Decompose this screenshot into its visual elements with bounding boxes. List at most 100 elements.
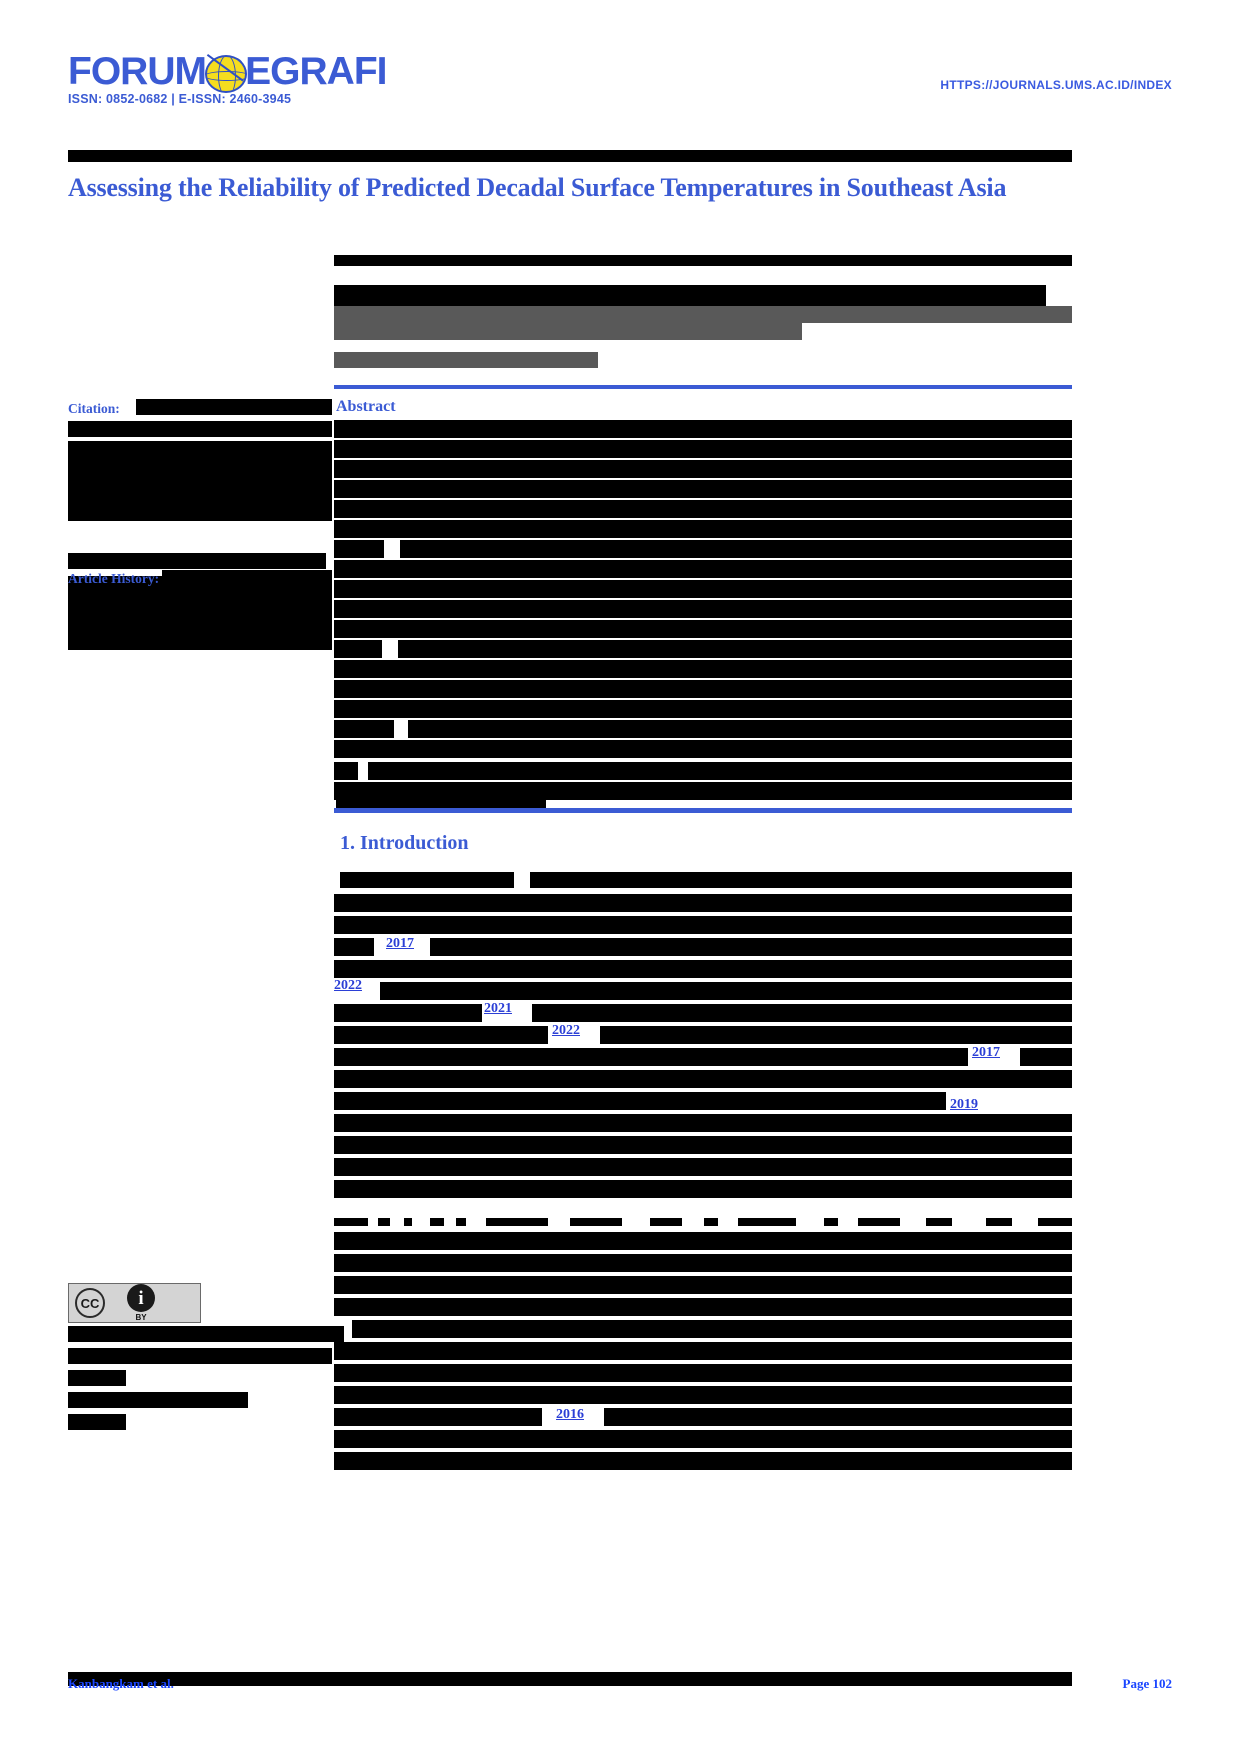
article-history-label: Article History: (68, 571, 160, 586)
intro-redacted-line (824, 1218, 838, 1226)
inline-citation-year[interactable]: 2019 (950, 1097, 978, 1112)
body-redacted-line (334, 1430, 1072, 1448)
abstract-redacted-line (334, 720, 394, 738)
intro-redacted-line (334, 1232, 1072, 1250)
intro-redacted-line (486, 1218, 548, 1226)
article-history-redacted-line (68, 590, 332, 650)
intro-redacted-line (334, 938, 374, 956)
intro-redacted-line (334, 960, 1072, 978)
introduction-heading: 1. Introduction (340, 832, 469, 854)
intro-redacted-line (404, 1218, 412, 1226)
inline-citation-year[interactable]: 2016 (556, 1407, 584, 1422)
cc-icon: CC (75, 1288, 105, 1318)
intro-redacted-line (334, 1048, 968, 1066)
affiliation-redacted-line (334, 306, 1072, 323)
footnote-redacted-line (68, 1326, 344, 1342)
intro-redacted-line (532, 1004, 1072, 1022)
abstract-heading: Abstract (336, 398, 396, 415)
abstract-redacted-line (408, 720, 1072, 738)
intro-redacted-line (334, 1298, 1072, 1316)
intro-redacted-line (570, 1218, 622, 1226)
intro-redacted-line (334, 1180, 1072, 1198)
citation-redacted-line (136, 399, 332, 415)
citation-redacted-line (68, 479, 332, 499)
abstract-redacted-line (334, 540, 384, 558)
abstract-redacted-line (334, 440, 1072, 458)
intro-redacted-line (334, 1092, 946, 1110)
intro-redacted-line (334, 1136, 1072, 1154)
intro-redacted-line (334, 1276, 1072, 1294)
journal-url-link[interactable]: HTTPS://JOURNALS.UMS.AC.ID/INDEX (940, 78, 1172, 92)
abstract-redacted-line (334, 500, 1072, 518)
abstract-redacted-line (334, 640, 382, 658)
body-redacted-line (334, 1386, 1072, 1404)
intro-redacted-line (986, 1218, 1012, 1226)
abstract-bottom-rule (334, 808, 1072, 813)
footer-page-number: Page 102 (1122, 1676, 1172, 1691)
intro-redacted-line (430, 1218, 444, 1226)
intro-redacted-line (334, 1004, 482, 1022)
inline-citation-year[interactable]: 2022 (552, 1023, 580, 1038)
abstract-redacted-line (334, 480, 1072, 498)
page-title: Assessing the Reliability of Predicted D… (68, 173, 1007, 202)
inline-citation-year[interactable]: 2022 (334, 978, 362, 993)
intro-redacted-line (380, 982, 1072, 1000)
inline-citation-year[interactable]: 2017 (972, 1045, 1000, 1060)
intro-redacted-line (456, 1218, 466, 1226)
intro-redacted-line (738, 1218, 796, 1226)
footer-divider (68, 1672, 1072, 1686)
intro-redacted-line (334, 1218, 368, 1226)
keywords-redacted-line (368, 762, 1072, 780)
footer-author: Kanbangkam et al. (68, 1676, 174, 1691)
citation-redacted-line (68, 421, 332, 437)
body-redacted-line (604, 1408, 1072, 1426)
intro-redacted-line (334, 1026, 548, 1044)
body-redacted-line (334, 1364, 1072, 1382)
journal-issn: ISSN: 0852-0682 | E-ISSN: 2460-3945 (68, 92, 292, 106)
footnote-redacted-line (68, 1370, 126, 1386)
intro-redacted-line (926, 1218, 952, 1226)
globe-icon (205, 55, 247, 93)
intro-redacted-line (334, 1254, 1072, 1272)
journal-logo-part2: GRAFI (270, 50, 387, 93)
intro-redacted-line (334, 894, 1072, 912)
inline-citation-year[interactable]: 2017 (386, 936, 414, 951)
intro-redacted-line (334, 1114, 1072, 1132)
footnote-redacted-line (68, 1348, 332, 1364)
keywords-redacted-line (334, 782, 1072, 800)
header-divider (68, 150, 1072, 162)
abstract-redacted-line (334, 600, 1072, 618)
cc-by-group: i BY (127, 1284, 155, 1322)
intro-redacted-line (600, 1026, 1072, 1044)
abstract-redacted-line (334, 620, 1072, 638)
affiliation-redacted-line (334, 323, 802, 340)
intro-redacted-line (340, 872, 514, 888)
abstract-redacted-line (334, 680, 1072, 698)
inline-citation-year[interactable]: 2021 (484, 1001, 512, 1016)
abstract-redacted-line (334, 560, 1072, 578)
abstract-redacted-line (334, 660, 1072, 678)
citation-label: Citation: (68, 401, 120, 416)
creative-commons-badge[interactable]: CC i BY (68, 1283, 201, 1323)
abstract-redacted-line (334, 520, 1072, 538)
cc-by-person-icon: i (127, 1284, 155, 1312)
intro-redacted-line (378, 1218, 390, 1226)
abstract-redacted-line (334, 580, 1072, 598)
abstract-redacted-line (334, 460, 1072, 478)
intro-redacted-line (858, 1218, 900, 1226)
authors-redacted-line (334, 285, 1046, 306)
doi-redacted-line (336, 800, 546, 808)
article-history-redacted-line (162, 570, 332, 587)
body-redacted-line (334, 1408, 542, 1426)
cc-by-label: BY (135, 1313, 147, 1322)
body-redacted-line (352, 1320, 1072, 1338)
authors-redacted-line (334, 255, 1072, 266)
body-redacted-line (334, 1452, 1072, 1470)
intro-redacted-line (334, 1158, 1072, 1176)
abstract-redacted-line (334, 420, 1072, 438)
intro-redacted-line (334, 916, 1072, 934)
abstract-top-rule (334, 385, 1072, 389)
abstract-redacted-line (334, 740, 1072, 758)
intro-redacted-line (1020, 1048, 1072, 1066)
